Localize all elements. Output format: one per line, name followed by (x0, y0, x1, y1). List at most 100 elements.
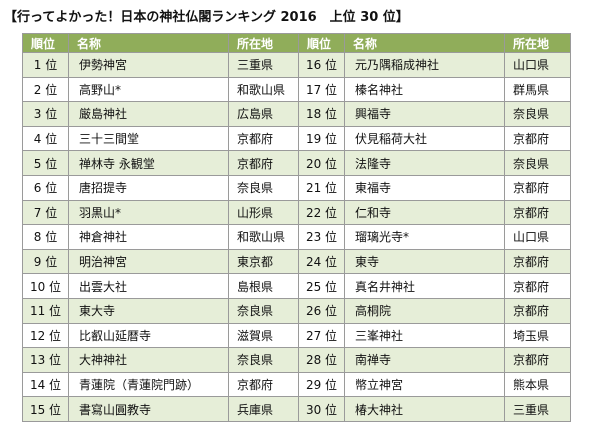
name-cell: 元乃隅稲成神社 (344, 52, 505, 78)
rank-cell: 6 位 (22, 174, 69, 201)
rank-cell: 2 位 (22, 76, 69, 103)
rank-cell: 27 位 (298, 322, 345, 349)
location-cell: 三重県 (504, 396, 571, 422)
rank-cell: 18 位 (298, 101, 345, 127)
location-cell: 和歌山県 (228, 224, 299, 250)
rank-cell: 11 位 (22, 297, 69, 324)
table-row: 3 位厳島神社 広島県 18 位興福寺 奈良県 (22, 101, 571, 127)
table-row: 5 位禅林寺 永観堂 京都府 20 位法隆寺 奈良県 (22, 150, 571, 176)
name-cell: 厳島神社 (68, 101, 229, 127)
location-cell: 滋賀県 (228, 322, 299, 349)
rank-cell: 7 位 (22, 199, 69, 226)
name-cell: 南禅寺 (344, 347, 505, 373)
location-cell: 埼玉県 (504, 322, 571, 349)
table-row: 11 位東大寺 奈良県 26 位高桐院 京都府 (22, 297, 571, 324)
name-cell: 青蓮院（青蓮院門跡） (68, 371, 229, 398)
location-cell: 京都府 (504, 199, 571, 226)
name-cell: 椿大神社 (344, 396, 505, 422)
table-row: 15 位書寫山圓教寺 兵庫県 30 位椿大神社 三重県 (22, 396, 571, 422)
header-rank-right: 順位 (298, 33, 345, 53)
rank-cell: 8 位 (22, 224, 69, 250)
header-location-right: 所在地 (504, 33, 571, 53)
location-cell: 和歌山県 (228, 76, 299, 103)
name-cell: 幣立神宮 (344, 371, 505, 398)
name-cell: 仁和寺 (344, 199, 505, 226)
name-cell: 高桐院 (344, 297, 505, 324)
location-cell: 奈良県 (504, 101, 571, 127)
header-name-left: 名称 (68, 33, 229, 53)
location-cell: 三重県 (228, 52, 299, 78)
location-cell: 奈良県 (228, 174, 299, 201)
name-cell: 東福寺 (344, 174, 505, 201)
rank-cell: 4 位 (22, 125, 69, 152)
location-cell: 熊本県 (504, 371, 571, 398)
location-cell: 奈良県 (228, 297, 299, 324)
name-cell: 禅林寺 永観堂 (68, 150, 229, 176)
name-cell: 伏見稲荷大社 (344, 125, 505, 152)
table-row: 13 位大神神社 奈良県 28 位南禅寺 京都府 (22, 347, 571, 373)
location-cell: 広島県 (228, 101, 299, 127)
rank-cell: 21 位 (298, 174, 345, 201)
location-cell: 京都府 (228, 371, 299, 398)
location-cell: 山口県 (504, 52, 571, 78)
table-row: 14 位青蓮院（青蓮院門跡） 京都府 29 位幣立神宮 熊本県 (22, 371, 571, 398)
name-cell: 書寫山圓教寺 (68, 396, 229, 422)
location-cell: 京都府 (504, 174, 571, 201)
rank-cell: 26 位 (298, 297, 345, 324)
table-row: 2 位高野山* 和歌山県 17 位榛名神社 群馬県 (22, 76, 571, 103)
rank-cell: 25 位 (298, 273, 345, 299)
rank-cell: 30 位 (298, 396, 345, 422)
rank-cell: 9 位 (22, 248, 69, 275)
location-cell: 奈良県 (504, 150, 571, 176)
name-cell: 高野山* (68, 76, 229, 103)
location-cell: 群馬県 (504, 76, 571, 103)
name-cell: 東寺 (344, 248, 505, 275)
rank-cell: 24 位 (298, 248, 345, 275)
name-cell: 興福寺 (344, 101, 505, 127)
header-row: 順位 名称 所在地 順位 名称 所在地 (22, 33, 571, 53)
name-cell: 出雲大社 (68, 273, 229, 299)
rank-cell: 29 位 (298, 371, 345, 398)
page-title: 【行ってよかった！日本の神社仏閣ランキング 2016 上位 30 位】 (4, 10, 409, 25)
rank-cell: 20 位 (298, 150, 345, 176)
location-cell: 京都府 (504, 273, 571, 299)
table-row: 6 位唐招提寺 奈良県 21 位東福寺 京都府 (22, 174, 571, 201)
rank-cell: 14 位 (22, 371, 69, 398)
rank-cell: 10 位 (22, 273, 69, 299)
header-name-right: 名称 (344, 33, 505, 53)
table-row: 8 位神倉神社 和歌山県 23 位瑠璃光寺* 山口県 (22, 224, 571, 250)
location-cell: 兵庫県 (228, 396, 299, 422)
rank-cell: 28 位 (298, 347, 345, 373)
table-row: 10 位出雲大社 島根県 25 位真名井神社 京都府 (22, 273, 571, 299)
location-cell: 京都府 (228, 125, 299, 152)
name-cell: 唐招提寺 (68, 174, 229, 201)
rank-cell: 1 位 (22, 52, 69, 78)
rank-cell: 15 位 (22, 396, 69, 422)
name-cell: 法隆寺 (344, 150, 505, 176)
ranking-body: 1 位伊勢神宮 三重県 16 位元乃隅稲成神社 山口県 2 位高野山* 和歌山県 17 位榛… (22, 52, 571, 422)
name-cell: 伊勢神宮 (68, 52, 229, 78)
table-row: 9 位明治神宮 東京都 24 位東寺 京都府 (22, 248, 571, 275)
ranking-table: 順位 名称 所在地 順位 名称 所在地 1 位伊勢神宮 三重県 16 位元乃隅稲成神… (22, 33, 571, 422)
table-row: 1 位伊勢神宮 三重県 16 位元乃隅稲成神社 山口県 (22, 52, 571, 78)
name-cell: 羽黒山* (68, 199, 229, 226)
location-cell: 島根県 (228, 273, 299, 299)
name-cell: 真名井神社 (344, 273, 505, 299)
name-cell: 神倉神社 (68, 224, 229, 250)
name-cell: 瑠璃光寺* (344, 224, 505, 250)
rank-cell: 22 位 (298, 199, 345, 226)
location-cell: 京都府 (504, 297, 571, 324)
name-cell: 大神神社 (68, 347, 229, 373)
location-cell: 奈良県 (228, 347, 299, 373)
rank-cell: 12 位 (22, 322, 69, 349)
name-cell: 東大寺 (68, 297, 229, 324)
name-cell: 比叡山延暦寺 (68, 322, 229, 349)
table-row: 12 位比叡山延暦寺 滋賀県 27 位三峯神社 埼玉県 (22, 322, 571, 349)
rank-cell: 5 位 (22, 150, 69, 176)
location-cell: 山口県 (504, 224, 571, 250)
header-rank-left: 順位 (22, 33, 69, 53)
rank-cell: 23 位 (298, 224, 345, 250)
table-row: 4 位三十三間堂 京都府 19 位伏見稲荷大社 京都府 (22, 125, 571, 152)
header-location-left: 所在地 (228, 33, 299, 53)
rank-cell: 3 位 (22, 101, 69, 127)
